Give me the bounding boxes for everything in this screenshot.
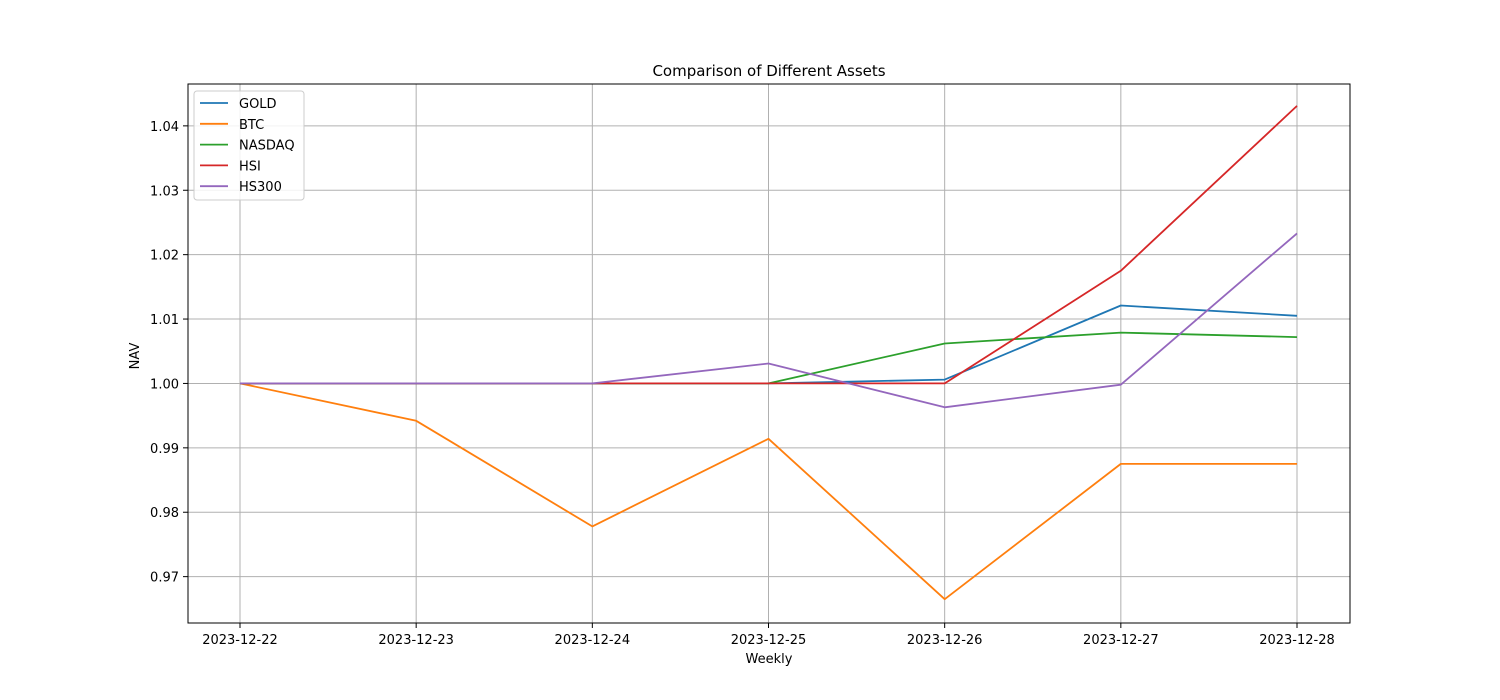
y-tick-label: 0.99 [150,442,179,457]
legend: GOLD BTC NASDAQ HSI HS300 [193,90,305,201]
legend-label-hs300: HS300 [239,180,282,195]
x-axis-label: Weekly [746,652,793,667]
series-line-btc [239,382,1297,601]
series-lines [239,105,1298,601]
legend-label-gold: GOLD [239,97,277,112]
y-axis: 0.97 0.98 0.99 1.00 1.01 1.02 1.03 1.04 [150,120,188,586]
y-tick-label: 0.98 [150,506,179,521]
x-tick-label: 2023-12-24 [555,633,631,648]
y-tick-label: 0.97 [150,571,179,586]
legend-label-nasdaq: NASDAQ [239,139,295,154]
y-tick-label: 1.01 [150,313,179,328]
y-tick-label: 1.04 [150,120,179,135]
x-tick-label: 2023-12-28 [1259,633,1335,648]
x-axis: 2023-12-22 2023-12-23 2023-12-24 2023-12-25… [202,623,1335,648]
legend-label-btc: BTC [239,118,264,133]
y-axis-label: NAV [128,343,143,370]
legend-label-hsi: HSI [239,159,261,174]
series-line-hs300 [240,232,1298,409]
chart-title: Comparison of Different Assets [652,62,885,80]
x-tick-label: 2023-12-22 [202,633,278,648]
x-tick-label: 2023-12-27 [1083,633,1159,648]
x-tick-label: 2023-12-26 [907,633,983,648]
y-tick-label: 1.02 [150,249,179,264]
x-tick-label: 2023-12-25 [731,633,807,648]
y-tick-label: 1.00 [150,377,179,392]
x-tick-label: 2023-12-23 [378,633,454,648]
legend-box [193,90,305,201]
y-tick-label: 1.03 [150,184,179,199]
